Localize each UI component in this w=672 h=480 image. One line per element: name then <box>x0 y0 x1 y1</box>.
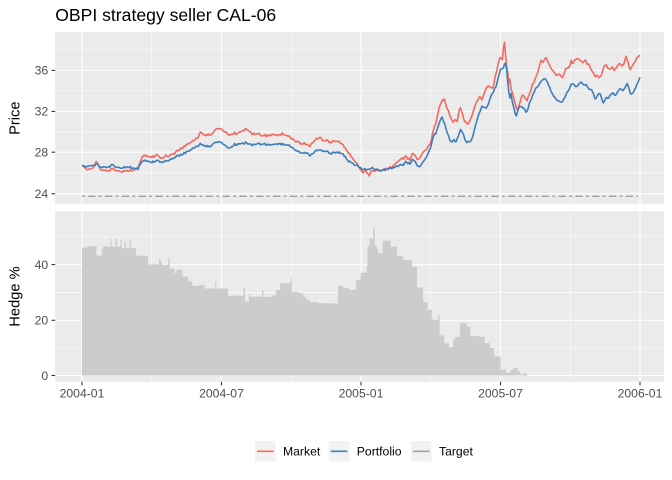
svg-text:2005-07: 2005-07 <box>478 387 523 401</box>
svg-text:20: 20 <box>35 314 49 328</box>
svg-text:36: 36 <box>35 64 49 78</box>
svg-text:24: 24 <box>35 187 49 201</box>
svg-text:0: 0 <box>41 369 48 383</box>
svg-text:Hedge %: Hedge % <box>8 266 24 326</box>
svg-text:32: 32 <box>35 105 49 119</box>
svg-text:Market: Market <box>283 445 321 459</box>
svg-text:2004-01: 2004-01 <box>60 387 105 401</box>
svg-text:Target: Target <box>439 445 473 459</box>
svg-text:Portfolio: Portfolio <box>357 445 402 459</box>
svg-text:2006-01: 2006-01 <box>618 387 663 401</box>
svg-text:OBPI strategy seller CAL-06: OBPI strategy seller CAL-06 <box>55 5 276 25</box>
svg-text:40: 40 <box>35 258 49 272</box>
svg-text:Price: Price <box>8 101 24 134</box>
svg-text:28: 28 <box>35 146 49 160</box>
svg-text:2004-07: 2004-07 <box>199 387 244 401</box>
svg-text:2005-01: 2005-01 <box>339 387 384 401</box>
